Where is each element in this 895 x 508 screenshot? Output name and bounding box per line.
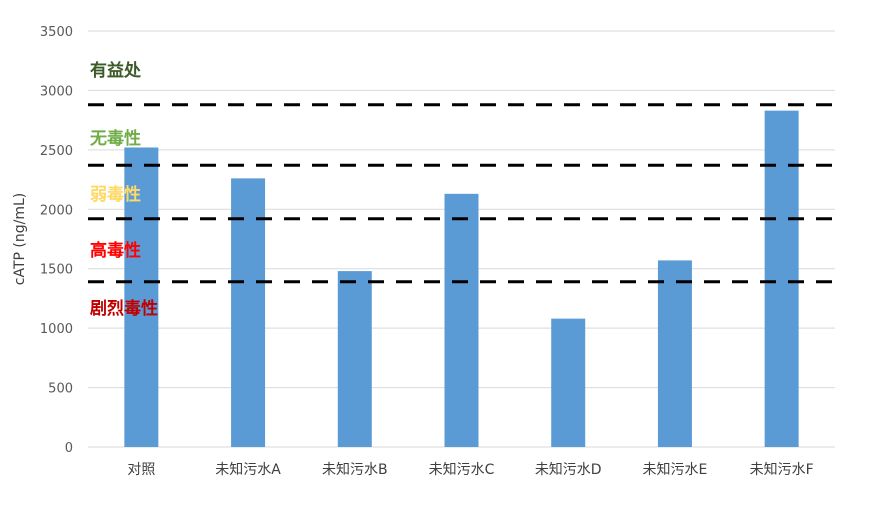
y-tick-label: 2500 (40, 144, 73, 159)
bar (657, 260, 692, 447)
y-tick-label: 1000 (40, 322, 73, 337)
x-tick-label: 未知污水D (535, 461, 602, 478)
bars (124, 110, 799, 448)
zone-label: 弱毒性 (90, 184, 141, 205)
y-tick-label: 0 (65, 441, 73, 456)
bar (124, 147, 159, 448)
y-tick-label: 2000 (40, 203, 73, 218)
zone-label: 有益处 (90, 60, 142, 81)
threshold-lines (88, 103, 835, 284)
bar (337, 271, 372, 447)
y-axis-label: cATP (ng/mL) (12, 193, 28, 285)
x-tick-label: 未知污水E (642, 461, 707, 478)
bar (444, 193, 479, 447)
zone-label: 高毒性 (90, 240, 141, 261)
x-axis-labels: 对照 未知污水A 未知污水B 未知污水C 未知污水D 未知污水E 未知污水F (127, 461, 813, 478)
x-tick-label: 未知污水A (215, 461, 281, 478)
bar (231, 178, 266, 447)
y-tick-label: 3000 (40, 84, 73, 99)
bar (551, 318, 586, 447)
y-tick-label: 3500 (40, 25, 73, 40)
zone-label: 剧烈毒性 (90, 298, 158, 319)
zone-label: 无毒性 (89, 128, 141, 149)
y-axis-ticks: 0 500 1000 1500 2000 2500 3000 3500 (40, 25, 73, 456)
bar (764, 110, 799, 448)
y-tick-label: 500 (48, 382, 73, 397)
y-tick-label: 1500 (40, 263, 73, 278)
x-tick-label: 未知污水C (429, 461, 495, 478)
x-tick-label: 未知污水B (322, 461, 388, 478)
x-tick-label: 对照 (127, 462, 155, 478)
x-tick-label: 未知污水F (750, 461, 814, 478)
